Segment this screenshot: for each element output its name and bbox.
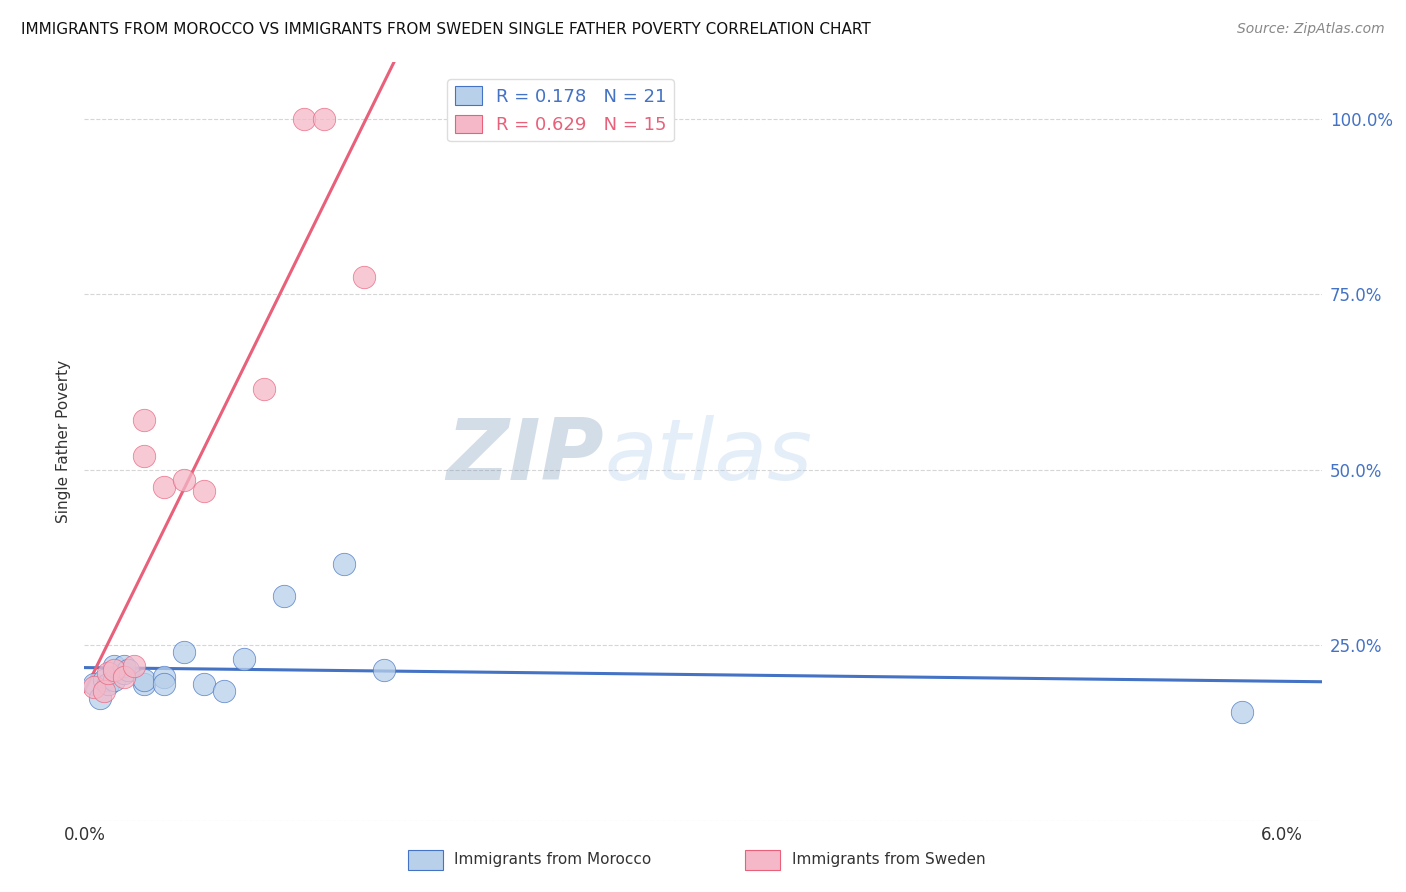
- Y-axis label: Single Father Poverty: Single Father Poverty: [56, 360, 72, 523]
- Point: [173, 645, 195, 659]
- Point: [153, 670, 176, 684]
- Point: [112, 670, 135, 684]
- Point: [153, 480, 176, 494]
- Point: [122, 659, 145, 673]
- Point: [83, 680, 105, 694]
- Point: [333, 558, 356, 572]
- Point: [212, 683, 235, 698]
- Text: atlas: atlas: [605, 415, 813, 499]
- Point: [193, 483, 215, 498]
- Point: [134, 449, 156, 463]
- Point: [117, 663, 139, 677]
- FancyBboxPatch shape: [408, 850, 443, 870]
- Point: [112, 659, 135, 673]
- Point: [273, 589, 295, 603]
- Point: [153, 677, 176, 691]
- Point: [97, 677, 120, 691]
- Point: [93, 673, 115, 688]
- Point: [103, 663, 125, 677]
- Point: [93, 683, 115, 698]
- Text: Immigrants from Morocco: Immigrants from Morocco: [454, 853, 651, 867]
- Point: [112, 666, 135, 681]
- Point: [193, 677, 215, 691]
- Point: [103, 673, 125, 688]
- FancyBboxPatch shape: [745, 850, 780, 870]
- Point: [1230, 705, 1253, 719]
- Point: [134, 677, 156, 691]
- Text: ZIP: ZIP: [446, 415, 605, 499]
- Point: [312, 112, 335, 126]
- Point: [173, 473, 195, 487]
- Text: IMMIGRANTS FROM MOROCCO VS IMMIGRANTS FROM SWEDEN SINGLE FATHER POVERTY CORRELAT: IMMIGRANTS FROM MOROCCO VS IMMIGRANTS FR…: [21, 22, 870, 37]
- Point: [134, 413, 156, 427]
- Legend: R = 0.178   N = 21, R = 0.629   N = 15: R = 0.178 N = 21, R = 0.629 N = 15: [447, 79, 673, 141]
- Point: [97, 666, 120, 681]
- Point: [103, 659, 125, 673]
- Point: [89, 690, 111, 705]
- Point: [373, 663, 395, 677]
- Point: [253, 382, 276, 396]
- Point: [353, 269, 375, 284]
- Point: [83, 677, 105, 691]
- Point: [233, 652, 256, 666]
- Point: [292, 112, 315, 126]
- Text: Source: ZipAtlas.com: Source: ZipAtlas.com: [1237, 22, 1385, 37]
- Point: [134, 673, 156, 688]
- Text: Immigrants from Sweden: Immigrants from Sweden: [792, 853, 986, 867]
